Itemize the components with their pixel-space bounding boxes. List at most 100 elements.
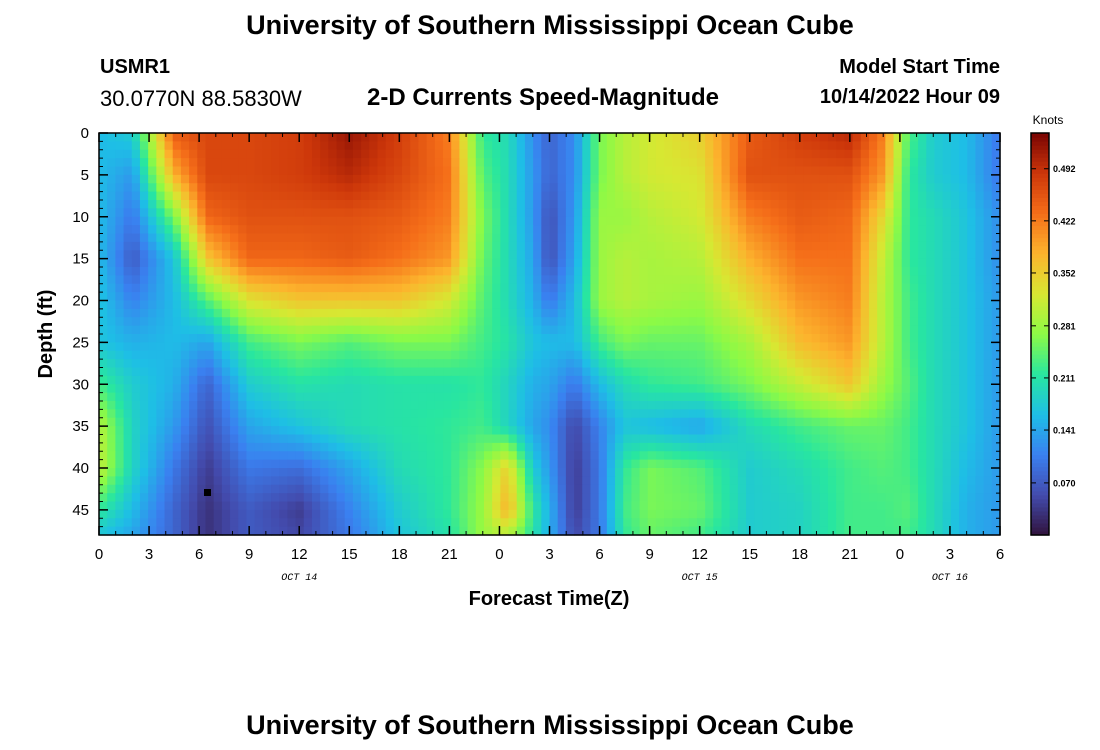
heatmap-cell xyxy=(746,200,755,209)
heatmap-cell xyxy=(418,468,428,477)
heatmap-cell xyxy=(819,367,829,377)
heatmap-cell xyxy=(754,501,764,511)
heatmap-cell xyxy=(500,308,510,318)
heatmap-cell xyxy=(909,468,919,477)
heatmap-cell xyxy=(713,200,723,209)
heatmap-cell xyxy=(795,367,805,377)
heatmap-cell xyxy=(885,166,895,176)
heatmap-cell xyxy=(959,342,968,352)
heatmap-cell xyxy=(99,493,108,503)
heatmap-cell xyxy=(664,250,673,260)
heatmap-cell xyxy=(303,317,313,327)
heatmap-cell xyxy=(967,350,977,360)
heatmap-cell xyxy=(721,216,731,226)
heatmap-cell xyxy=(279,275,288,285)
heatmap-cell xyxy=(696,133,706,142)
heatmap-cell xyxy=(713,283,723,293)
heatmap-cell xyxy=(426,233,436,243)
heatmap-cell xyxy=(295,417,305,427)
heatmap-cell xyxy=(631,476,641,486)
heatmap-cell xyxy=(606,149,616,159)
heatmap-cell xyxy=(492,275,501,285)
heatmap-cell xyxy=(770,233,780,243)
heatmap-cell xyxy=(893,241,903,251)
heatmap-cell xyxy=(434,208,444,218)
heatmap-cell xyxy=(893,493,903,503)
heatmap-cell xyxy=(778,133,788,142)
heatmap-cell xyxy=(492,392,501,402)
heatmap-cell xyxy=(164,484,174,494)
heatmap-cell xyxy=(885,149,895,159)
heatmap-cell xyxy=(934,174,944,184)
heatmap-cell xyxy=(950,216,960,226)
heatmap-cell xyxy=(254,442,264,452)
heatmap-cell xyxy=(680,476,690,486)
heatmap-cell xyxy=(827,317,837,327)
heatmap-cell xyxy=(320,200,329,209)
heatmap-cell xyxy=(426,191,436,201)
heatmap-cell xyxy=(885,241,895,251)
heatmap-cell xyxy=(926,459,936,469)
heatmap-cell xyxy=(221,216,231,226)
heatmap-cell xyxy=(369,442,379,452)
heatmap-cell xyxy=(402,434,411,444)
heatmap-cell xyxy=(492,417,501,427)
heatmap-cell xyxy=(762,426,772,436)
heatmap-cell xyxy=(959,283,968,293)
heatmap-cell xyxy=(705,292,714,302)
heatmap-cell xyxy=(410,501,420,511)
heatmap-cell xyxy=(975,241,985,251)
heatmap-cell xyxy=(164,133,174,142)
heatmap-cell xyxy=(393,133,403,142)
heatmap-cell xyxy=(959,149,968,159)
heatmap-cell xyxy=(565,250,575,260)
heatmap-cell xyxy=(197,200,207,209)
heatmap-cell xyxy=(795,375,805,385)
heatmap-cell xyxy=(303,158,313,168)
heatmap-cell xyxy=(827,267,837,276)
heatmap-cell xyxy=(483,133,493,142)
heatmap-cell xyxy=(508,501,518,511)
heatmap-cell xyxy=(352,367,362,377)
heatmap-cell xyxy=(860,359,870,369)
heatmap-cell xyxy=(205,334,215,343)
heatmap-cell xyxy=(271,350,280,360)
heatmap-cell xyxy=(746,334,755,343)
heatmap-cell xyxy=(172,308,182,318)
heatmap-cell xyxy=(213,292,223,302)
heatmap-cell xyxy=(926,267,936,276)
heatmap-cell xyxy=(524,476,534,486)
heatmap-cell xyxy=(762,484,772,494)
heatmap-cell xyxy=(516,241,526,251)
heatmap-cell xyxy=(377,350,387,360)
heatmap-cell xyxy=(443,183,452,193)
heatmap-cell xyxy=(238,225,248,235)
heatmap-cell xyxy=(287,317,297,327)
heatmap-cell xyxy=(279,325,288,335)
heatmap-cell xyxy=(664,468,673,477)
heatmap-cell xyxy=(172,208,182,218)
heatmap-cell xyxy=(459,133,469,142)
heatmap-cell xyxy=(418,250,428,260)
heatmap-cell xyxy=(107,384,116,394)
heatmap-cell xyxy=(295,442,305,452)
heatmap-cell xyxy=(336,451,346,461)
heatmap-cell xyxy=(254,476,264,486)
heatmap-cell xyxy=(778,200,788,209)
heatmap-cell xyxy=(295,308,305,318)
heatmap-cell xyxy=(451,174,460,184)
heatmap-cell xyxy=(836,367,845,377)
heatmap-cell xyxy=(877,468,886,477)
heatmap-cell xyxy=(369,267,379,276)
heatmap-cell xyxy=(328,442,338,452)
heatmap-cell xyxy=(827,468,837,477)
heatmap-cell xyxy=(770,342,780,352)
heatmap-cell xyxy=(459,317,469,327)
heatmap-cell xyxy=(271,317,280,327)
heatmap-cell xyxy=(156,509,166,519)
heatmap-cell xyxy=(647,174,657,184)
heatmap-cell xyxy=(737,133,747,142)
heatmap-cell xyxy=(770,359,780,369)
heatmap-cell xyxy=(303,342,313,352)
heatmap-cell xyxy=(508,401,518,410)
